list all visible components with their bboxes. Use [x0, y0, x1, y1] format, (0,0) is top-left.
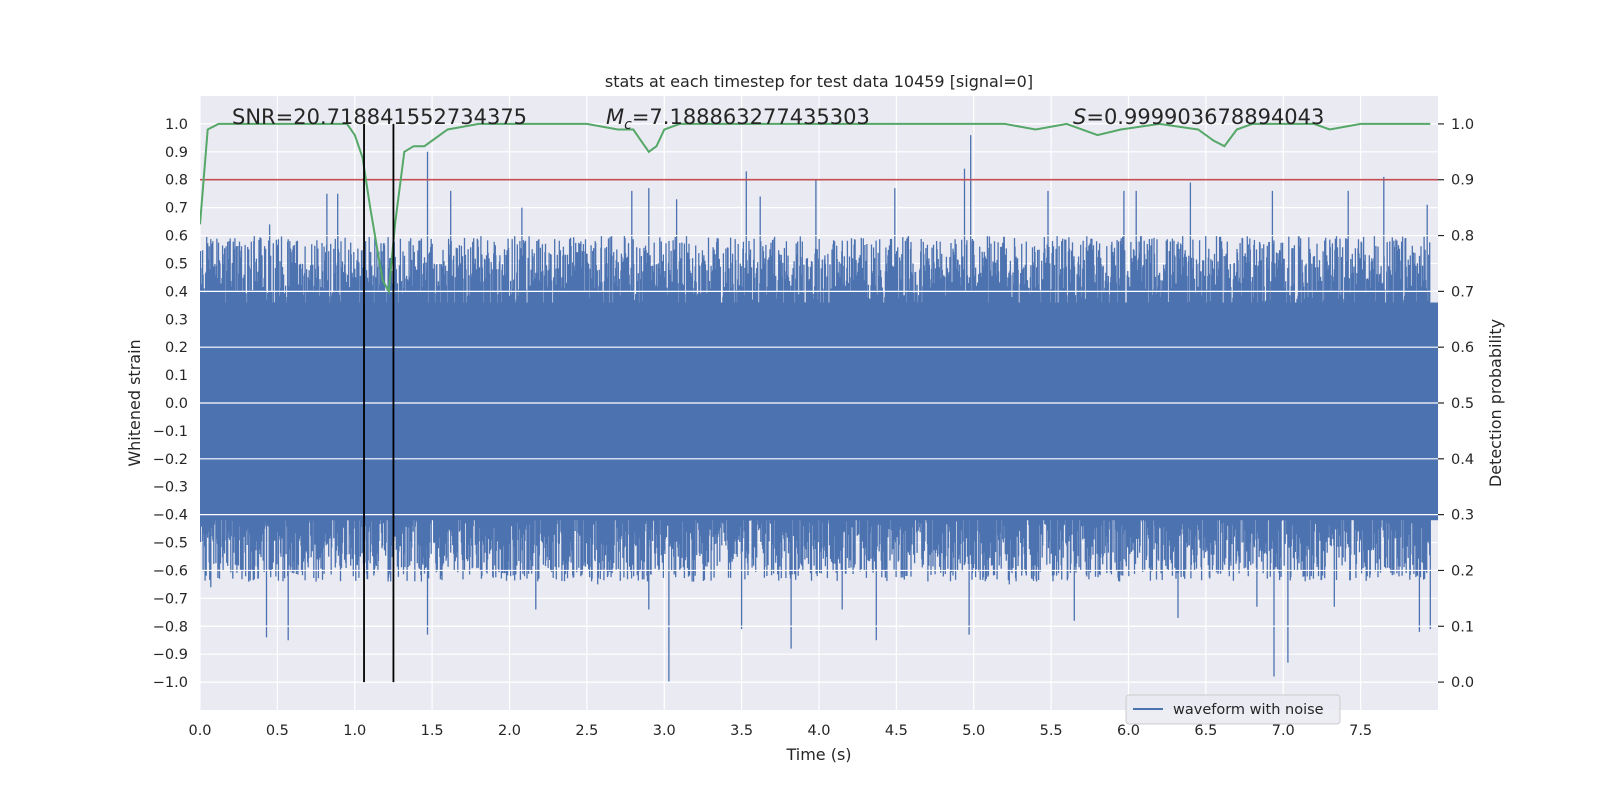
y-left-tick-label: −0.7 [153, 591, 188, 607]
x-tick-label: 2.5 [575, 723, 598, 739]
y-left-tick-label: −0.6 [153, 563, 188, 579]
chirp-mass-annotation: Mc=7.188863277435303 [606, 105, 870, 133]
x-tick-label: 6.0 [1117, 723, 1140, 739]
series-waveform-with-noise [200, 135, 1438, 683]
y-right-tick-label: 0.6 [1451, 340, 1474, 356]
y-right-tick-label: 0.7 [1451, 284, 1474, 300]
y-right-tick-label: 0.3 [1451, 508, 1474, 524]
y-left-tick-label: 0.6 [165, 229, 188, 245]
x-tick-label: 1.0 [343, 723, 366, 739]
y-left-tick-label: 0.0 [165, 396, 188, 412]
y-right-tick-label: 1.0 [1451, 117, 1474, 133]
y-left-tick-label: −0.2 [153, 452, 188, 468]
y-left-tick-label: −0.4 [153, 508, 188, 524]
chart-title: stats at each timestep for test data 104… [605, 72, 1033, 91]
x-tick-label: 5.5 [1040, 723, 1063, 739]
x-tick-label: 7.0 [1272, 723, 1295, 739]
x-tick-label: 5.0 [962, 723, 985, 739]
y-left-tick-label: −0.1 [153, 424, 188, 440]
y-left-tick-label: −1.0 [153, 675, 188, 691]
x-tick-label: 2.0 [498, 723, 521, 739]
y-left-axis-ticks: 1.0 0.9 0.8 0.7 0.6 0.5 0.4 0.3 0.2 0.1 0.0 −0.1 −0.… [153, 117, 188, 691]
x-tick-label: 4.5 [885, 723, 908, 739]
y-right-tick-label: 0.2 [1451, 563, 1474, 579]
y-left-tick-label: 0.1 [165, 368, 188, 384]
y-left-tick-label: −0.3 [153, 480, 188, 496]
x-axis-label: Time (s) [785, 745, 851, 764]
y-left-tick-label: 1.0 [165, 117, 188, 133]
s-annotation: S=0.999903678894043 [1073, 105, 1324, 129]
legend-box [1125, 694, 1341, 725]
y-left-tick-label: 0.3 [165, 312, 188, 328]
x-tick-label: 6.5 [1194, 723, 1217, 739]
y-right-axis-ticks: 1.0 0.9 0.8 0.7 0.6 0.5 0.4 0.3 0.2 0.1 0.0 [1438, 117, 1474, 691]
y-right-tick-label: 0.4 [1451, 452, 1474, 468]
y-right-tick-label: 0.1 [1451, 619, 1474, 635]
x-tick-label: 4.0 [807, 723, 830, 739]
legend: waveform with noise [1125, 694, 1341, 725]
y-left-tick-label: 0.4 [165, 284, 188, 300]
x-tick-label: 1.5 [421, 723, 444, 739]
series-detection-probability [200, 122, 1431, 295]
y-left-tick-label: −0.5 [153, 536, 188, 552]
y-right-tick-label: 0.8 [1451, 229, 1474, 245]
y-left-tick-label: 0.5 [165, 256, 188, 272]
signal-window-lines [363, 123, 395, 683]
x-tick-label: 0.5 [266, 723, 289, 739]
x-tick-label: 0.0 [188, 723, 211, 739]
y-left-tick-label: 0.2 [165, 340, 188, 356]
y-left-tick-label: 0.8 [165, 173, 188, 189]
y-right-tick-label: 0.5 [1451, 396, 1474, 412]
legend-label-waveform: waveform with noise [1173, 702, 1324, 718]
snr-annotation: SNR=20.718841552734375 [232, 105, 527, 129]
waveform-core-band [200, 302, 1438, 521]
y-left-tick-label: 0.7 [165, 201, 188, 217]
x-tick-label: 7.5 [1349, 723, 1372, 739]
x-tick-label: 3.5 [730, 723, 753, 739]
y-left-tick-label: 0.9 [165, 145, 188, 161]
x-axis-ticks: 0.0 0.5 1.0 1.5 2.0 2.5 3.0 3.5 4.0 4.5 5.0 5.5 6.0 6… [188, 723, 1372, 739]
y-left-tick-label: −0.8 [153, 619, 188, 635]
x-tick-label: 3.0 [653, 723, 676, 739]
y-left-tick-label: −0.9 [153, 647, 188, 663]
y-right-axis-label: Detection probability [1486, 319, 1505, 487]
y-left-axis-label: Whitened strain [125, 339, 144, 466]
y-right-tick-label: 0.0 [1451, 675, 1474, 691]
y-right-tick-label: 0.9 [1451, 173, 1474, 189]
